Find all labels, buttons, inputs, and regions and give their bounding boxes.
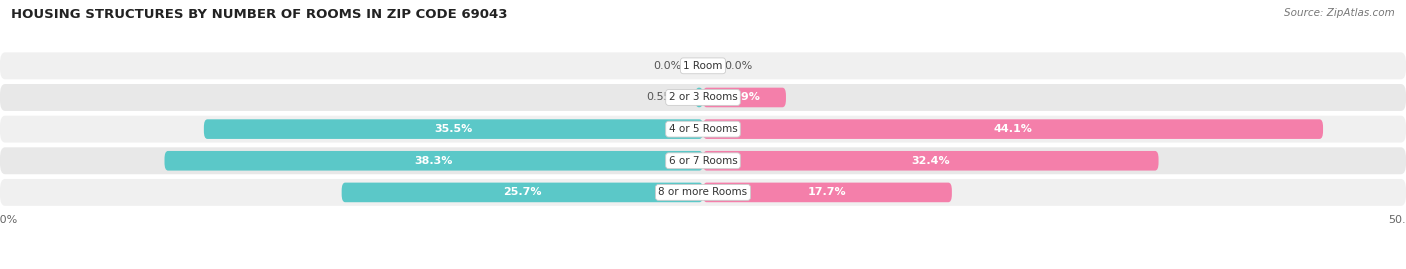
Text: 0.0%: 0.0% — [654, 61, 682, 71]
Text: HOUSING STRUCTURES BY NUMBER OF ROOMS IN ZIP CODE 69043: HOUSING STRUCTURES BY NUMBER OF ROOMS IN… — [11, 8, 508, 21]
Text: 0.0%: 0.0% — [724, 61, 752, 71]
FancyBboxPatch shape — [0, 179, 1406, 206]
Text: 8 or more Rooms: 8 or more Rooms — [658, 187, 748, 197]
FancyBboxPatch shape — [165, 151, 703, 171]
Text: Source: ZipAtlas.com: Source: ZipAtlas.com — [1284, 8, 1395, 18]
FancyBboxPatch shape — [703, 151, 1159, 171]
FancyBboxPatch shape — [204, 119, 703, 139]
FancyBboxPatch shape — [0, 84, 1406, 111]
FancyBboxPatch shape — [0, 52, 1406, 79]
FancyBboxPatch shape — [703, 119, 1323, 139]
FancyBboxPatch shape — [703, 88, 786, 107]
FancyBboxPatch shape — [0, 116, 1406, 143]
Text: 38.3%: 38.3% — [415, 156, 453, 166]
Text: 25.7%: 25.7% — [503, 187, 541, 197]
Text: 6 or 7 Rooms: 6 or 7 Rooms — [669, 156, 737, 166]
Text: 35.5%: 35.5% — [434, 124, 472, 134]
FancyBboxPatch shape — [342, 183, 703, 202]
Text: 5.9%: 5.9% — [730, 93, 759, 102]
FancyBboxPatch shape — [0, 147, 1406, 174]
Text: 44.1%: 44.1% — [994, 124, 1032, 134]
Text: 4 or 5 Rooms: 4 or 5 Rooms — [669, 124, 737, 134]
FancyBboxPatch shape — [696, 88, 703, 107]
Text: 32.4%: 32.4% — [911, 156, 950, 166]
Text: 17.7%: 17.7% — [808, 187, 846, 197]
FancyBboxPatch shape — [703, 183, 952, 202]
Text: 0.55%: 0.55% — [645, 93, 682, 102]
Text: 1 Room: 1 Room — [683, 61, 723, 71]
Text: 2 or 3 Rooms: 2 or 3 Rooms — [669, 93, 737, 102]
